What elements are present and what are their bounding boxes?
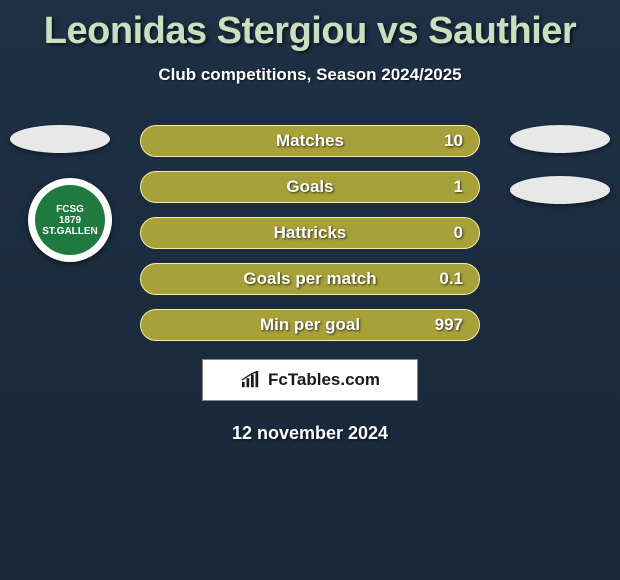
stats-area: Matches 10 Goals 1 Hattricks 0 Goals per… xyxy=(0,125,620,341)
stat-label: Goals per match xyxy=(243,269,376,289)
date-text: 12 november 2024 xyxy=(0,423,620,444)
stat-value: 0 xyxy=(454,223,463,243)
stat-label: Hattricks xyxy=(274,223,347,243)
stat-label: Matches xyxy=(276,131,344,151)
page-title: Leonidas Stergiou vs Sauthier xyxy=(0,0,620,53)
stat-value: 0.1 xyxy=(439,269,463,289)
brand-text: FcTables.com xyxy=(268,370,380,390)
brand-box: FcTables.com xyxy=(202,359,418,401)
stat-value: 997 xyxy=(435,315,463,335)
chart-icon xyxy=(240,371,262,389)
stat-row-mpg: Min per goal 997 xyxy=(140,309,480,341)
stat-label: Goals xyxy=(286,177,333,197)
stat-row-hattricks: Hattricks 0 xyxy=(140,217,480,249)
stat-row-matches: Matches 10 xyxy=(140,125,480,157)
stat-value: 10 xyxy=(444,131,463,151)
stat-row-gpm: Goals per match 0.1 xyxy=(140,263,480,295)
stat-row-goals: Goals 1 xyxy=(140,171,480,203)
stat-label: Min per goal xyxy=(260,315,360,335)
page-subtitle: Club competitions, Season 2024/2025 xyxy=(0,65,620,85)
stat-value: 1 xyxy=(454,177,463,197)
